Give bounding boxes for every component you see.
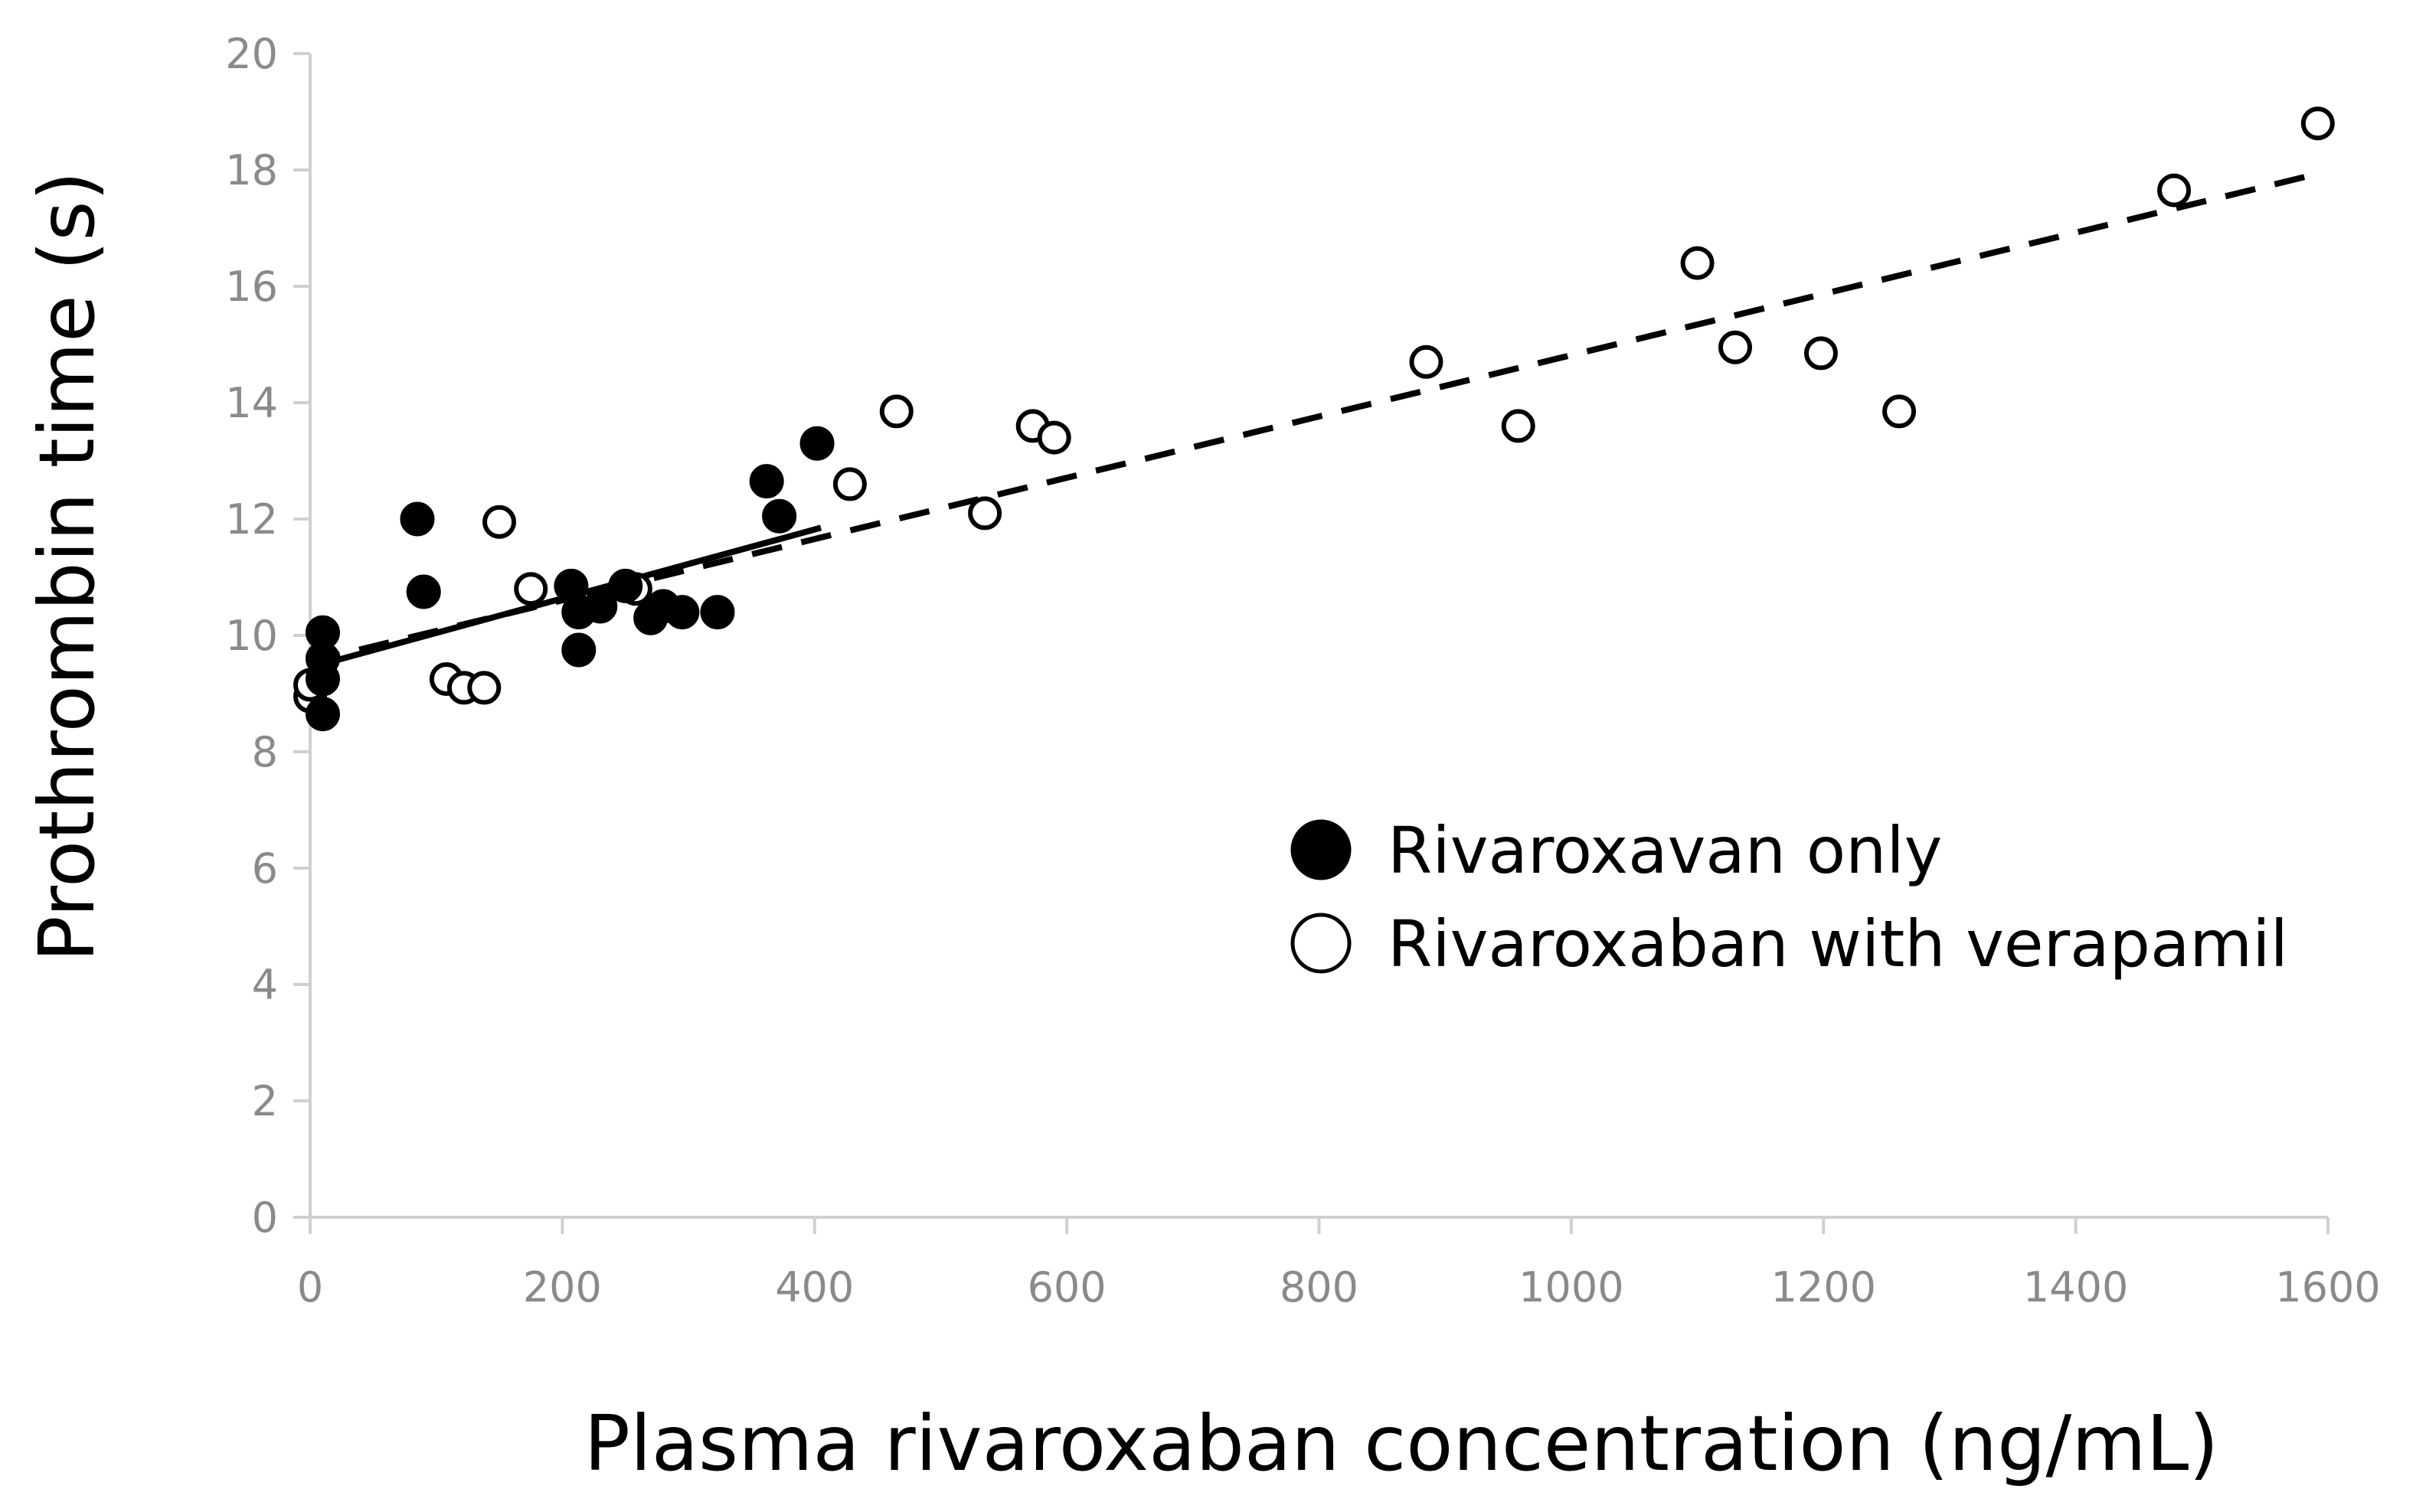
data-point-rivaroxaban-with-verapamil xyxy=(1409,345,1443,379)
data-points xyxy=(293,106,2335,732)
data-point-rivaroxaban-with-verapamil xyxy=(2300,106,2335,141)
data-point-rivaroxavan-only xyxy=(583,589,618,624)
y-axis-title: Prothrombin time (s) xyxy=(22,171,112,962)
data-point-rivaroxaban-with-verapamil xyxy=(2157,173,2192,207)
y-tick-label: 14 xyxy=(225,379,278,427)
data-point-rivaroxavan-only xyxy=(305,661,340,697)
y-tick-label: 8 xyxy=(252,728,278,776)
data-point-rivaroxavan-only xyxy=(749,464,784,499)
x-tick-label: 200 xyxy=(523,1263,602,1311)
data-point-rivaroxaban-with-verapamil xyxy=(968,496,1002,531)
x-tick-label: 0 xyxy=(297,1263,323,1311)
y-tick-label: 2 xyxy=(252,1077,278,1125)
data-point-rivaroxaban-with-verapamil xyxy=(1037,420,1071,455)
data-point-rivaroxaban-with-verapamil xyxy=(1680,246,1715,280)
data-point-rivaroxaban-with-verapamil xyxy=(1501,409,1535,443)
x-tick-label: 1200 xyxy=(1771,1263,1876,1311)
x-tick-label: 1400 xyxy=(2023,1263,2128,1311)
legend: Rivaroxavan only Rivaroxaban with verapa… xyxy=(1290,813,2288,981)
trendline-series-1 xyxy=(309,169,2323,665)
y-tick-label: 18 xyxy=(225,146,278,194)
data-point-rivaroxavan-only xyxy=(608,568,643,603)
legend-marker-open xyxy=(1290,913,1352,974)
data-point-rivaroxaban-with-verapamil xyxy=(832,467,867,501)
data-point-rivaroxaban-with-verapamil xyxy=(482,505,517,539)
x-tick-label: 400 xyxy=(775,1263,854,1311)
y-tick-label: 4 xyxy=(252,961,278,1009)
x-axis-title: Plasma rivaroxaban concentration (ng/mL) xyxy=(584,1399,2219,1488)
legend-label-rivaroxaban-with-verapamil: Rivaroxaban with verapamil xyxy=(1388,906,2288,981)
x-tick-label: 1000 xyxy=(1519,1263,1623,1311)
data-point-rivaroxavan-only xyxy=(305,697,340,732)
y-tick-label: 0 xyxy=(252,1194,278,1242)
data-point-rivaroxavan-only xyxy=(561,632,597,668)
data-point-rivaroxavan-only xyxy=(762,498,797,534)
y-tick-label: 16 xyxy=(225,263,278,311)
data-point-rivaroxavan-only xyxy=(400,501,435,537)
data-point-rivaroxavan-only xyxy=(700,595,735,630)
data-point-rivaroxaban-with-verapamil xyxy=(467,671,502,705)
data-point-rivaroxaban-with-verapamil xyxy=(1882,394,1917,429)
data-point-rivaroxavan-only xyxy=(406,574,441,609)
x-tick-label: 800 xyxy=(1280,1263,1358,1311)
y-tick-label: 12 xyxy=(225,495,278,544)
x-tick-label: 1600 xyxy=(2275,1263,2380,1311)
y-tick-label: 10 xyxy=(225,612,278,660)
y-tick-label: 6 xyxy=(252,844,278,893)
x-tick-label: 600 xyxy=(1028,1263,1107,1311)
legend-marker-filled xyxy=(1290,819,1352,880)
y-tick-label: 20 xyxy=(225,30,278,78)
legend-label-rivaroxavan-only: Rivaroxavan only xyxy=(1388,813,1942,888)
data-point-rivaroxaban-with-verapamil xyxy=(1803,336,1838,371)
data-point-rivaroxaban-with-verapamil xyxy=(879,394,914,429)
data-point-rivaroxaban-with-verapamil xyxy=(514,572,548,606)
data-point-rivaroxavan-only xyxy=(665,595,700,630)
data-point-rivaroxaban-with-verapamil xyxy=(1718,330,1752,364)
data-point-rivaroxavan-only xyxy=(799,426,835,461)
